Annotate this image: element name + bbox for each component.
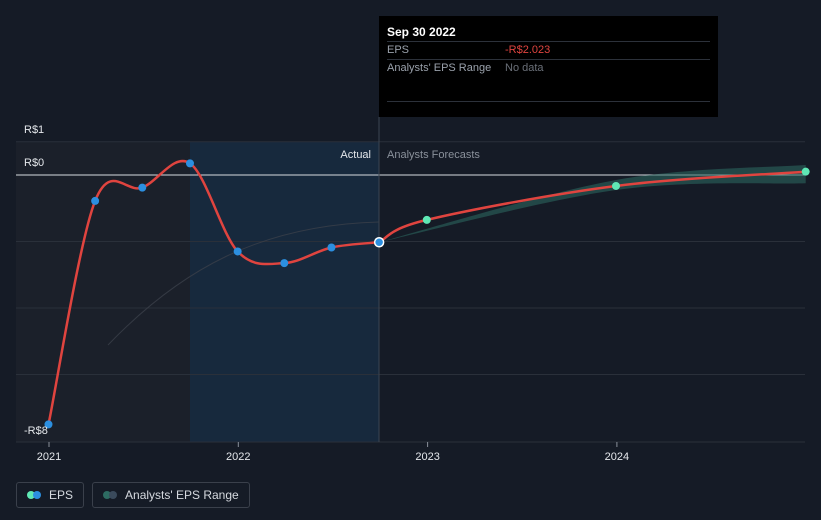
eps-forecast-point[interactable] — [801, 167, 810, 176]
x-tick-label: 2024 — [605, 451, 629, 463]
eps-chart: Actual Analysts Forecasts R$1 R$0 -R$8 202… — [16, 117, 810, 463]
faint-trend-line — [107, 221, 380, 346]
eps-actual-point[interactable] — [44, 420, 53, 429]
range-swatch-icon — [103, 491, 118, 499]
legend: EPS Analysts' EPS Range — [16, 482, 250, 508]
tooltip-row-range: Analysts' EPS Range No data — [387, 59, 710, 77]
legend-range-label: Analysts' EPS Range — [125, 488, 239, 502]
eps-actual-point[interactable] — [233, 247, 242, 256]
tooltip-range-label: Analysts' EPS Range — [387, 62, 492, 74]
tooltip-range-value: No data — [505, 62, 544, 74]
region-label-actual: Actual — [340, 149, 371, 161]
x-tick-label: 2022 — [226, 451, 250, 463]
y-tick-label: -R$8 — [24, 425, 48, 437]
y-tick-label: R$1 — [24, 124, 44, 136]
analysts-eps-range-band — [379, 165, 806, 243]
eps-forecast-point[interactable] — [611, 181, 620, 190]
legend-eps-button[interactable]: EPS — [16, 482, 85, 508]
eps-actual-point[interactable] — [327, 243, 336, 252]
region-label-forecast: Analysts Forecasts — [387, 149, 480, 161]
y-tick-label: R$0 — [24, 157, 44, 169]
eps-actual-point[interactable] — [185, 159, 194, 168]
eps-forecast-point[interactable] — [422, 215, 431, 224]
x-tick-label: 2023 — [415, 451, 439, 463]
tooltip-divider — [387, 101, 710, 102]
tooltip-row-eps: EPS -R$2.023 — [387, 41, 710, 59]
eps-swatch-icon — [27, 491, 41, 499]
eps-actual-point[interactable] — [280, 259, 289, 268]
tooltip-eps-value: -R$2.023 — [505, 44, 551, 56]
eps-actual-point[interactable] — [373, 237, 385, 248]
past-shade — [16, 142, 190, 442]
legend-eps-label: EPS — [49, 488, 74, 502]
legend-range-button[interactable]: Analysts' EPS Range — [92, 482, 250, 508]
eps-actual-point[interactable] — [91, 196, 100, 205]
eps-actual-point[interactable] — [138, 183, 147, 192]
tooltip: Sep 30 2022 EPS -R$2.023 Analysts' EPS R… — [379, 16, 718, 117]
tooltip-date: Sep 30 2022 — [387, 25, 456, 39]
eps-forecast-line — [378, 170, 806, 244]
x-tick-label: 2021 — [37, 451, 61, 463]
actual-period-highlight — [190, 142, 379, 442]
tooltip-eps-label: EPS — [387, 44, 410, 56]
grid-lines — [16, 141, 805, 443]
